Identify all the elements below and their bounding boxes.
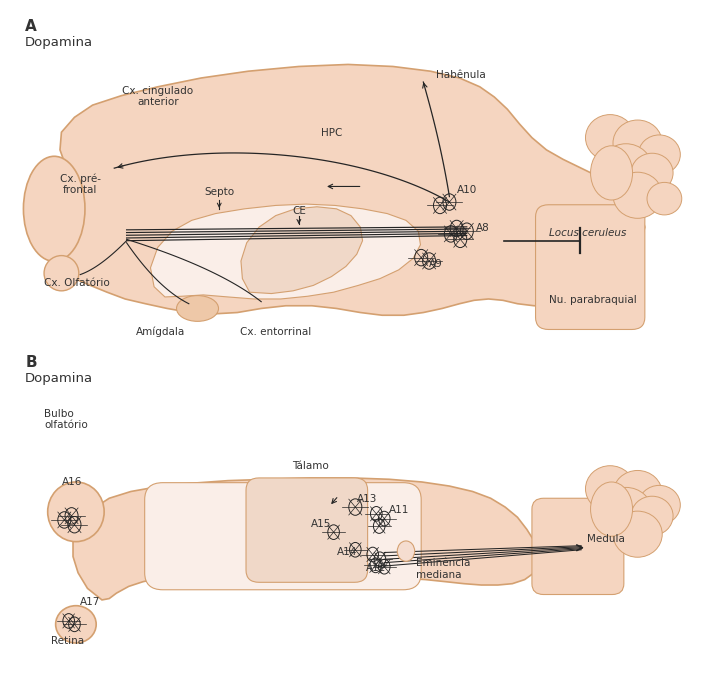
Polygon shape	[241, 207, 363, 293]
Text: A8: A8	[475, 222, 489, 233]
Text: CE: CE	[292, 205, 306, 216]
Ellipse shape	[647, 182, 681, 215]
Text: Medula: Medula	[587, 535, 625, 544]
Ellipse shape	[585, 115, 635, 161]
Text: Cx. Olfatório: Cx. Olfatório	[44, 278, 110, 288]
Ellipse shape	[613, 511, 662, 557]
Text: A16: A16	[61, 477, 82, 487]
Ellipse shape	[613, 120, 662, 166]
Text: A15: A15	[310, 520, 331, 529]
Text: Retina: Retina	[51, 636, 84, 646]
Text: A9: A9	[429, 259, 443, 269]
Ellipse shape	[176, 295, 218, 321]
Ellipse shape	[590, 146, 633, 200]
Text: B: B	[25, 355, 37, 370]
Polygon shape	[151, 204, 421, 299]
Ellipse shape	[48, 482, 104, 542]
Text: Dopamina: Dopamina	[25, 372, 93, 385]
FancyBboxPatch shape	[532, 499, 624, 595]
Text: Nu. parabraquial: Nu. parabraquial	[549, 295, 636, 305]
Ellipse shape	[631, 153, 673, 192]
Ellipse shape	[631, 496, 673, 535]
Text: Cx. cingulado
anterior: Cx. cingulado anterior	[122, 85, 193, 107]
Ellipse shape	[55, 606, 96, 643]
Text: Eminência
mediana: Eminência mediana	[416, 558, 470, 580]
Polygon shape	[39, 64, 645, 315]
Ellipse shape	[23, 156, 85, 261]
Text: Locus ceruleus: Locus ceruleus	[549, 228, 626, 238]
FancyBboxPatch shape	[145, 483, 422, 590]
Text: A14: A14	[337, 546, 357, 557]
Text: A: A	[25, 18, 37, 33]
Ellipse shape	[600, 488, 652, 536]
Text: Amígdala: Amígdala	[136, 327, 185, 337]
Ellipse shape	[44, 256, 79, 291]
Text: A10: A10	[456, 186, 477, 195]
FancyBboxPatch shape	[246, 478, 368, 582]
Ellipse shape	[600, 144, 652, 192]
Text: Septo: Septo	[204, 188, 234, 197]
Ellipse shape	[638, 486, 680, 524]
Text: Cx. entorrinal: Cx. entorrinal	[240, 327, 311, 337]
Text: A13: A13	[357, 494, 377, 504]
Text: A12: A12	[365, 563, 386, 573]
Text: Tálamo: Tálamo	[292, 461, 328, 471]
Text: HPC: HPC	[321, 128, 342, 138]
Ellipse shape	[590, 482, 633, 536]
Polygon shape	[73, 478, 539, 600]
Text: A17: A17	[80, 597, 100, 607]
Text: Dopamina: Dopamina	[25, 36, 93, 49]
Ellipse shape	[613, 173, 662, 218]
Ellipse shape	[397, 541, 415, 561]
Text: Habênula: Habênula	[436, 70, 486, 80]
Ellipse shape	[613, 471, 662, 516]
Ellipse shape	[585, 466, 635, 512]
Text: Cx. pré-
frontal: Cx. pré- frontal	[60, 173, 100, 195]
Text: A11: A11	[389, 505, 409, 515]
Text: Bulbo
olfatório: Bulbo olfatório	[44, 409, 88, 430]
Ellipse shape	[638, 135, 680, 175]
FancyBboxPatch shape	[536, 205, 645, 329]
